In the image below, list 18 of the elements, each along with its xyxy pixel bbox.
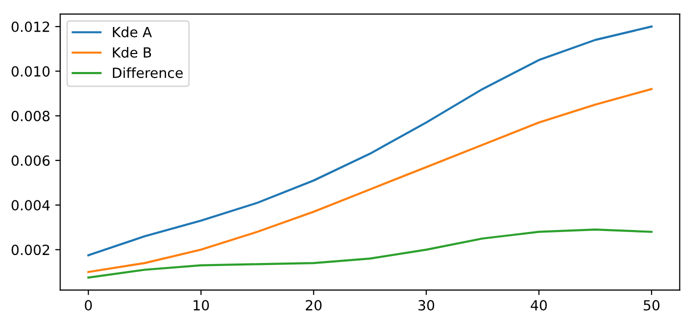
x-tick-label: 20 — [306, 300, 322, 311]
y-tick-label: 0.010 — [12, 66, 50, 77]
x-tick-label: 50 — [644, 300, 660, 311]
legend-label: Kde A — [112, 26, 152, 38]
legend-label: Kde B — [112, 46, 152, 58]
legend-label: Difference — [112, 67, 183, 78]
y-tick-label: 0.004 — [12, 200, 50, 211]
x-tick-label: 40 — [530, 300, 547, 311]
y-tick-label: 0.008 — [12, 110, 50, 122]
line-series — [87, 88, 653, 274]
x-tick-label: 30 — [418, 300, 434, 311]
x-tick-label: 10 — [194, 300, 209, 311]
line-series — [87, 228, 653, 279]
y-tick-label: 0.012 — [12, 22, 50, 32]
y-tick-label: 0.002 — [12, 244, 50, 256]
y-tick-label: 0.006 — [12, 155, 50, 166]
line-series — [87, 26, 653, 256]
x-tick-label: 0 — [84, 300, 92, 311]
